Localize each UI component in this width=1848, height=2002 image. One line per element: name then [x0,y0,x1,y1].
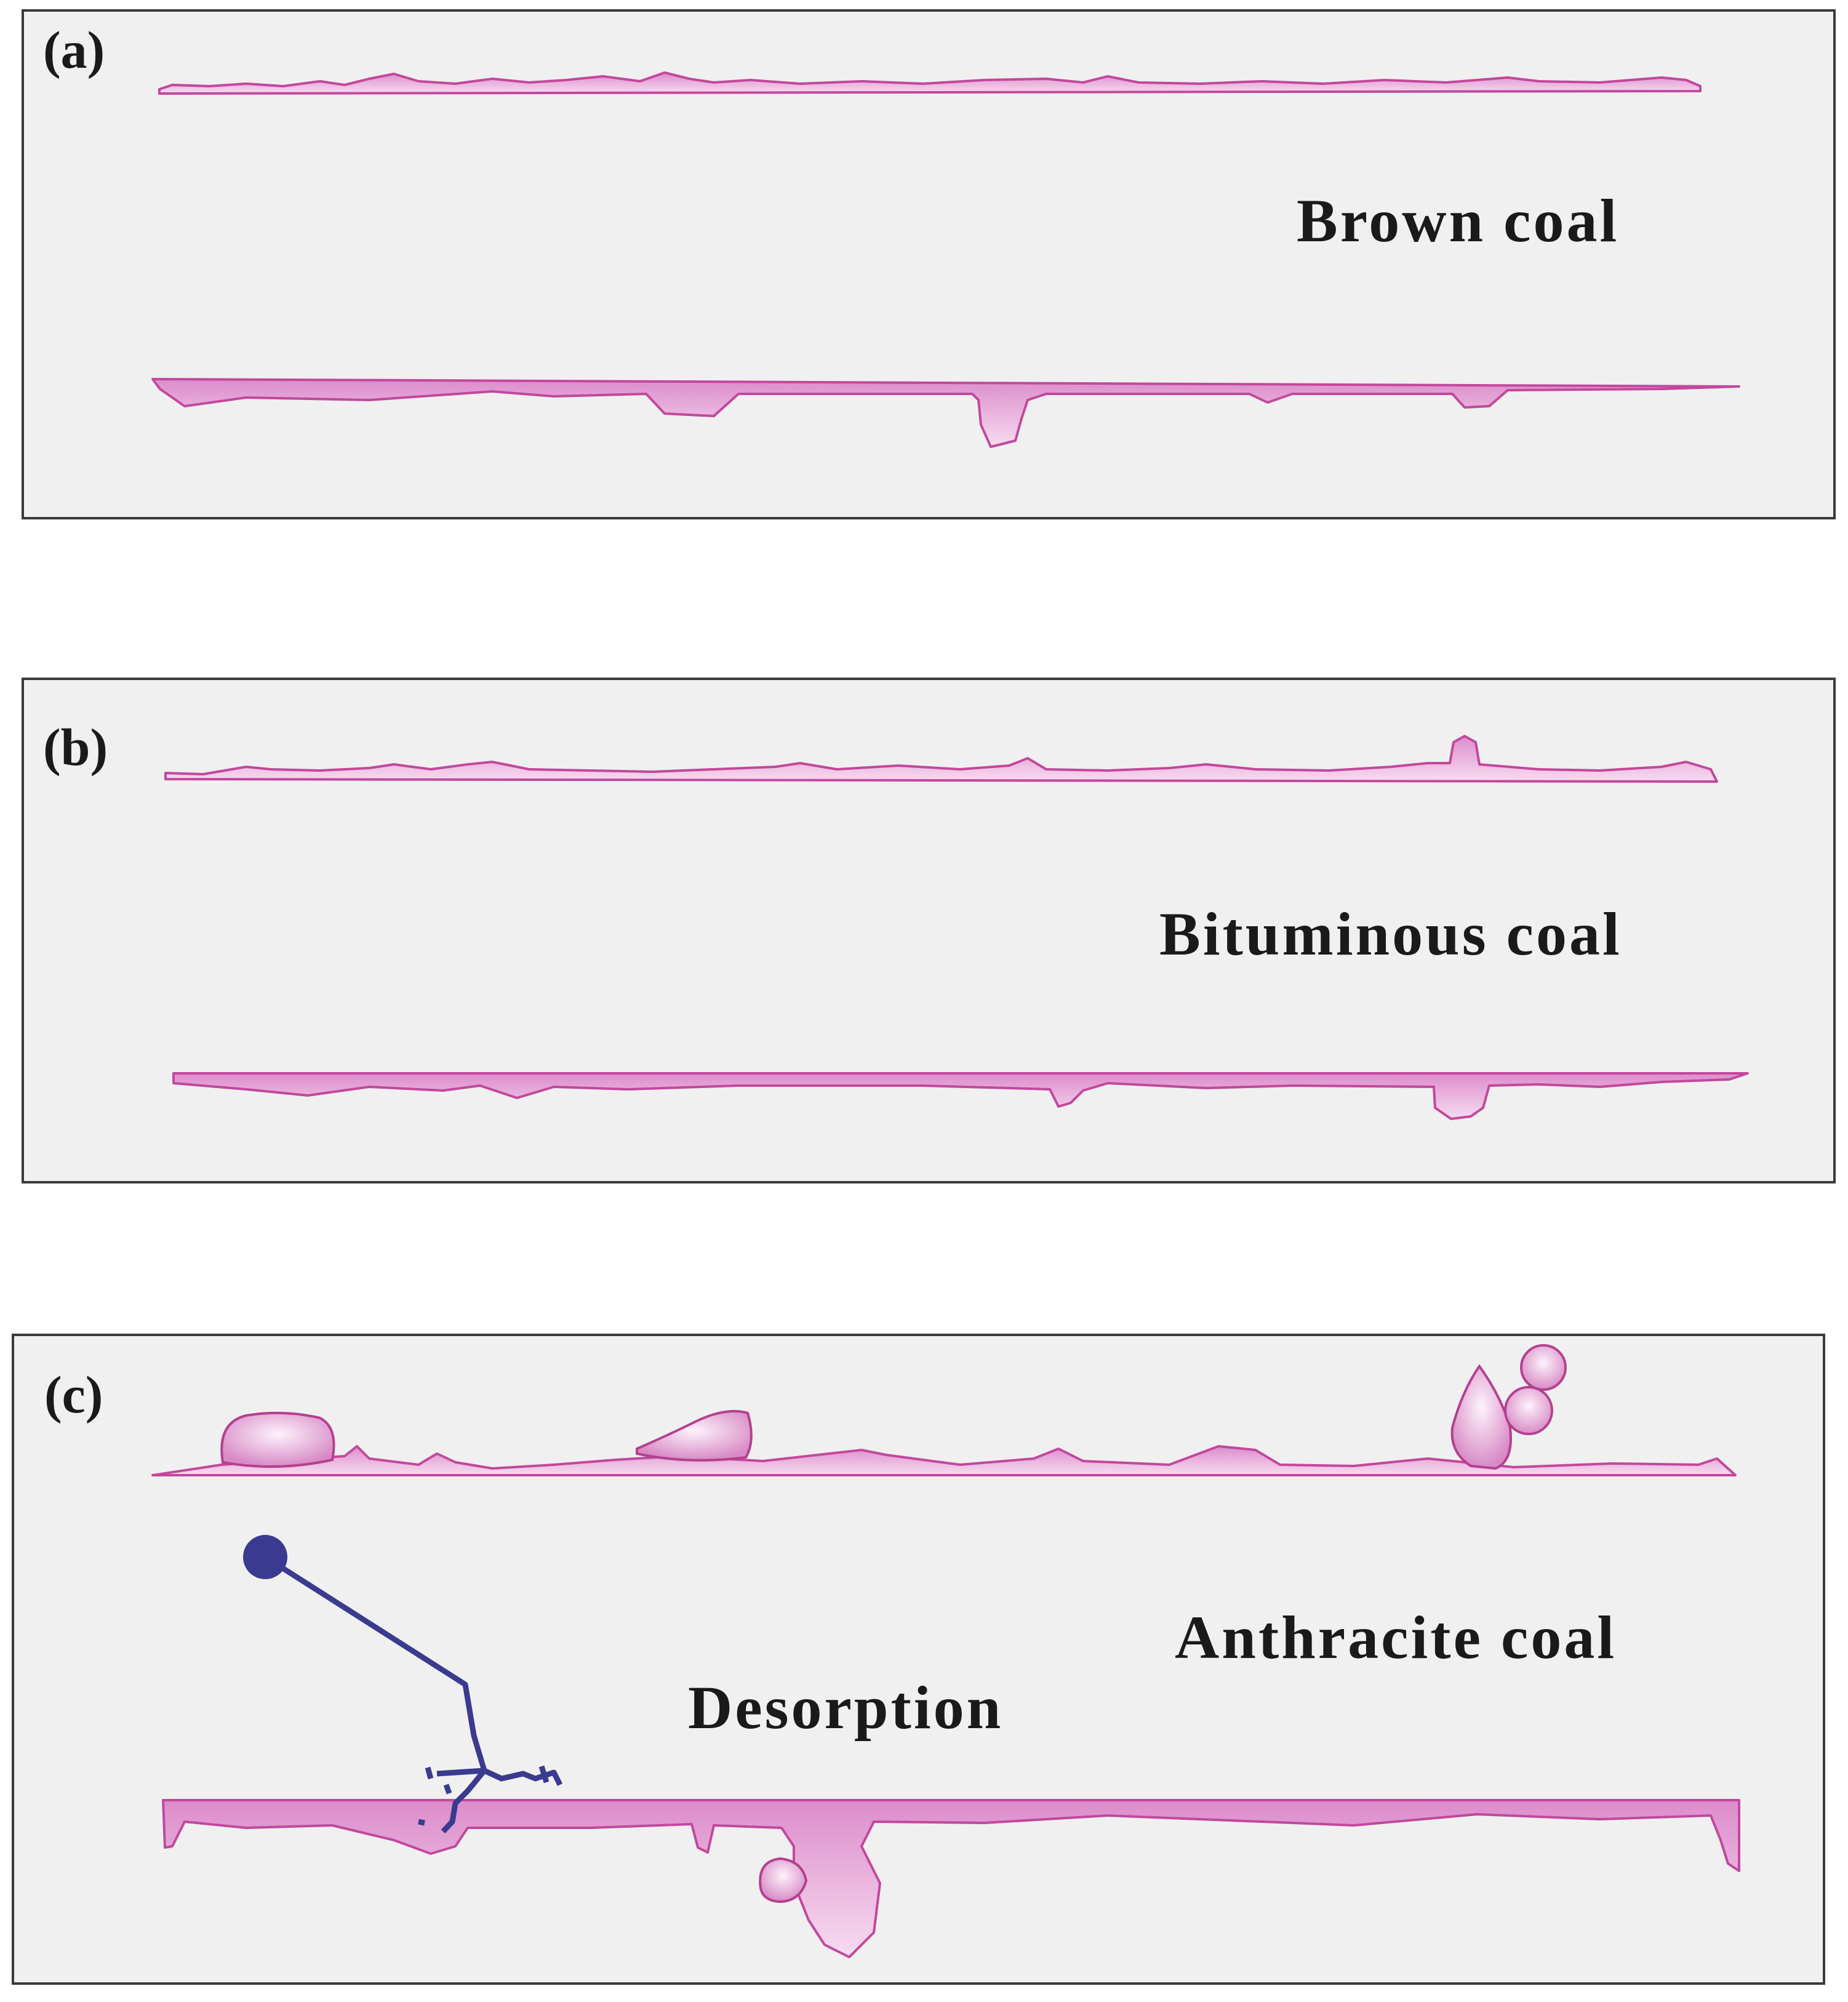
pore-surface [172,1072,1749,1120]
pore-surface [164,735,1718,783]
panel-label: (b) [43,718,108,777]
panel-label: (c) [44,1365,103,1424]
adsorbed-blob [759,1857,808,1904]
pore-surface [158,71,1702,95]
annotation: Desorption [688,1673,1003,1742]
panel-frame [22,678,1836,1183]
pore-surface [162,1799,1740,1958]
adsorbed-blob [220,1411,335,1468]
panel-frame [22,9,1836,519]
adsorbed-blob [1450,1364,1512,1470]
panel-a: (a) Brown coal [22,9,1836,519]
panel-c: (c) Anthracite coal Desorption [12,1334,1825,1985]
adsorbed-blob [1520,1344,1567,1391]
adsorbed-blob [636,1410,753,1462]
desorbing-molecule [243,1535,563,1834]
panel-caption: Anthracite coal [1175,1603,1617,1672]
panel-b: (b) Bituminous coal [22,678,1836,1183]
panel-label: (a) [43,20,105,79]
molecule-chain [418,1765,550,1826]
molecule-chain [263,1555,563,1834]
pore-surface [151,378,1740,448]
pore-surface [151,1445,1737,1476]
adsorbed-blob [1504,1386,1553,1435]
panel-caption: Brown coal [1297,186,1619,255]
panel-caption: Bituminous coal [1159,900,1622,968]
